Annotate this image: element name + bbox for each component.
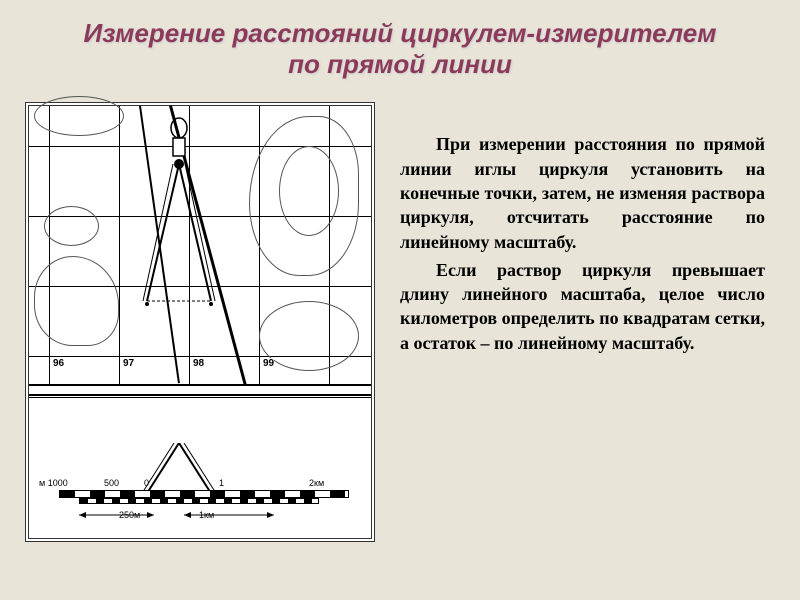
scale-0: 0: [144, 478, 149, 488]
body-text: При измерении расстояния по прямой линии…: [400, 102, 775, 542]
title-line-1: Измерение расстояний циркулем-измерителе…: [84, 18, 717, 48]
grid-label-98: 98: [193, 358, 204, 369]
linear-scale-bar: [59, 490, 349, 498]
grid-label-97: 97: [123, 358, 134, 369]
grid-label-96: 96: [53, 358, 64, 369]
diagram-figure: 96 97 98 99 м 1000 500 0 1 2км 250м 1: [25, 102, 375, 542]
map-grid-area: 96 97 98 99: [29, 106, 371, 386]
paragraph-2: Если раствор циркуля превышает длину лин…: [400, 258, 765, 355]
linear-scale-bar-fine: [79, 498, 319, 504]
content-row: 96 97 98 99 м 1000 500 0 1 2км 250м 1: [0, 92, 800, 542]
scale-500: 500: [104, 478, 119, 488]
compass-icon: [129, 116, 229, 316]
scale-bar-area: м 1000 500 0 1 2км 250м 1км: [29, 398, 371, 538]
page-title: Измерение расстояний циркулем-измерителе…: [0, 0, 800, 92]
scale-m1000: м 1000: [39, 478, 68, 488]
scale-arrow-icon: [74, 508, 334, 522]
title-line-2: по прямой линии: [288, 49, 512, 79]
scale-1: 1: [219, 478, 224, 488]
scale-2km: 2км: [309, 478, 324, 488]
grid-label-99: 99: [263, 358, 274, 369]
paragraph-1: При измерении расстояния по прямой линии…: [400, 132, 765, 253]
